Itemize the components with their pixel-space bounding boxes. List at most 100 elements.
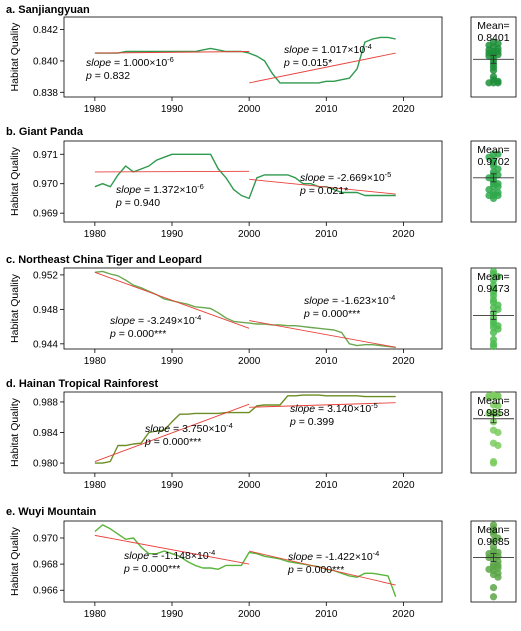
y-tick-label: 0.968 bbox=[33, 560, 58, 571]
distribution-dot bbox=[494, 428, 502, 437]
series-line bbox=[94, 153, 396, 200]
distribution-dot bbox=[494, 79, 502, 87]
mean-value: 0.9473 bbox=[477, 283, 509, 295]
mean-label: Mean= bbox=[477, 395, 509, 407]
x-tick-label: 2020 bbox=[392, 356, 415, 367]
dot-panel-frame bbox=[470, 16, 517, 98]
trend-line bbox=[94, 271, 250, 329]
trend-line bbox=[249, 550, 396, 586]
x-tick-label: 1980 bbox=[84, 229, 107, 240]
mean-label: Mean= bbox=[477, 20, 509, 32]
x-tick-label: 2000 bbox=[238, 609, 261, 620]
distribution-dot bbox=[489, 342, 498, 351]
plot-frame bbox=[63, 520, 443, 603]
y-axis-label: Habitat Quality bbox=[9, 22, 21, 92]
y-tick-label: 0.842 bbox=[33, 25, 58, 36]
distribution-dot bbox=[489, 536, 498, 545]
distribution-dot bbox=[494, 573, 502, 581]
plot-frame bbox=[63, 267, 443, 350]
y-tick-label: 0.948 bbox=[33, 305, 58, 316]
trend-line bbox=[94, 534, 250, 565]
plot-frame bbox=[63, 16, 443, 98]
x-tick-label: 2020 bbox=[392, 229, 415, 240]
y-tick-label: 0.969 bbox=[33, 209, 58, 220]
y-tick-label: 0.838 bbox=[33, 88, 58, 99]
x-tick-label: 1990 bbox=[161, 480, 184, 491]
plot-frame bbox=[63, 391, 443, 474]
y-tick-label: 0.988 bbox=[33, 397, 58, 408]
x-tick-label: 1980 bbox=[84, 356, 107, 367]
distribution-dot bbox=[494, 183, 502, 191]
trend-line bbox=[249, 402, 396, 408]
y-axis-label: Habitat Quality bbox=[9, 397, 21, 467]
trend-p-label: p = 0.000*** bbox=[123, 563, 180, 575]
panel-title: e. Wuyi Mountain bbox=[6, 506, 97, 518]
dot-panel-frame bbox=[470, 140, 517, 223]
series-line bbox=[94, 36, 396, 84]
x-tick-label: 2020 bbox=[392, 609, 415, 620]
trend-p-label: p = 0.000*** bbox=[303, 308, 360, 320]
distribution-dot bbox=[485, 79, 493, 87]
x-tick-label: 2010 bbox=[315, 229, 338, 240]
distribution-dot bbox=[489, 329, 498, 337]
trend-slope-label: slope = -2.669×10-5 bbox=[300, 170, 391, 184]
trend-line bbox=[249, 52, 396, 84]
y-tick-label: 0.980 bbox=[33, 459, 58, 470]
y-axis-label: Habitat Quality bbox=[9, 146, 21, 216]
trend-p-label: p = 0.399 bbox=[289, 416, 334, 428]
y-tick-label: 0.944 bbox=[33, 339, 58, 350]
trend-slope-label: slope = 1.372×10-6 bbox=[116, 182, 204, 196]
y-axis-label: Habitat Quality bbox=[9, 273, 21, 343]
y-tick-label: 0.970 bbox=[33, 533, 58, 544]
mean-value: 0.9858 bbox=[477, 407, 509, 419]
trend-p-label: p = 0.000*** bbox=[109, 328, 166, 340]
trend-line bbox=[249, 178, 396, 195]
x-tick-label: 2000 bbox=[238, 480, 261, 491]
x-tick-label: 2020 bbox=[392, 104, 415, 115]
distribution-dot bbox=[489, 276, 498, 284]
trend-slope-label: slope = 3.140×10-5 bbox=[290, 401, 378, 415]
x-tick-label: 1990 bbox=[161, 356, 184, 367]
mean-value: 0.9702 bbox=[477, 156, 509, 168]
x-tick-label: 1980 bbox=[84, 609, 107, 620]
distribution-dot bbox=[485, 393, 493, 401]
panel-title: a. Sanjiangyuan bbox=[6, 4, 90, 16]
x-tick-label: 2020 bbox=[392, 480, 415, 491]
x-tick-label: 1980 bbox=[84, 104, 107, 115]
x-tick-label: 2010 bbox=[315, 356, 338, 367]
series-line bbox=[94, 394, 396, 464]
dot-panel-frame bbox=[470, 520, 517, 603]
trend-p-label: p = 0.015* bbox=[283, 57, 332, 69]
trend-p-label: p = 0.000*** bbox=[144, 436, 201, 448]
x-tick-label: 2000 bbox=[238, 356, 261, 367]
panel-title: d. Hainan Tropical Rainforest bbox=[6, 378, 159, 390]
plot-frame bbox=[63, 140, 443, 223]
chart-panel-4: e. Wuyi Mountain Habitat Quality 0.966 0.96… bbox=[6, 506, 517, 620]
trend-p-label: p = 0.832 bbox=[85, 70, 130, 82]
distribution-dot bbox=[494, 402, 502, 410]
y-tick-label: 0.984 bbox=[33, 428, 58, 439]
chart-panel-3: d. Hainan Tropical Rainforest Habitat Qua… bbox=[6, 378, 517, 491]
trend-slope-label: slope = -1.623×10-4 bbox=[304, 293, 395, 307]
y-tick-label: 0.970 bbox=[33, 179, 58, 190]
panel-title: c. Northeast China Tiger and Leopard bbox=[6, 254, 202, 266]
mean-label: Mean= bbox=[477, 144, 509, 156]
distribution-dot bbox=[494, 441, 502, 450]
trend-slope-label: slope = -1.422×10-4 bbox=[288, 549, 379, 563]
trend-p-label: p = 0.021* bbox=[299, 185, 348, 197]
chart-panel-2: c. Northeast China Tiger and Leopard Habi… bbox=[6, 254, 517, 367]
distribution-dot bbox=[494, 150, 502, 158]
x-tick-label: 2010 bbox=[315, 104, 338, 115]
trend-slope-label: slope = 1.017×10-4 bbox=[284, 42, 372, 56]
trend-line bbox=[94, 51, 250, 54]
trend-p-label: p = 0.940 bbox=[115, 197, 160, 209]
chart-panel-0: a. Sanjiangyuan Habitat Quality 0.838 0.840… bbox=[6, 4, 517, 115]
mean-label: Mean= bbox=[477, 271, 509, 283]
x-tick-label: 2000 bbox=[238, 104, 261, 115]
trend-p-label: p = 0.000*** bbox=[287, 564, 344, 576]
distribution-dot bbox=[489, 66, 498, 74]
y-tick-label: 0.966 bbox=[33, 586, 58, 597]
y-tick-label: 0.971 bbox=[33, 150, 58, 161]
distribution-dot bbox=[489, 593, 498, 601]
trend-line bbox=[249, 320, 396, 348]
